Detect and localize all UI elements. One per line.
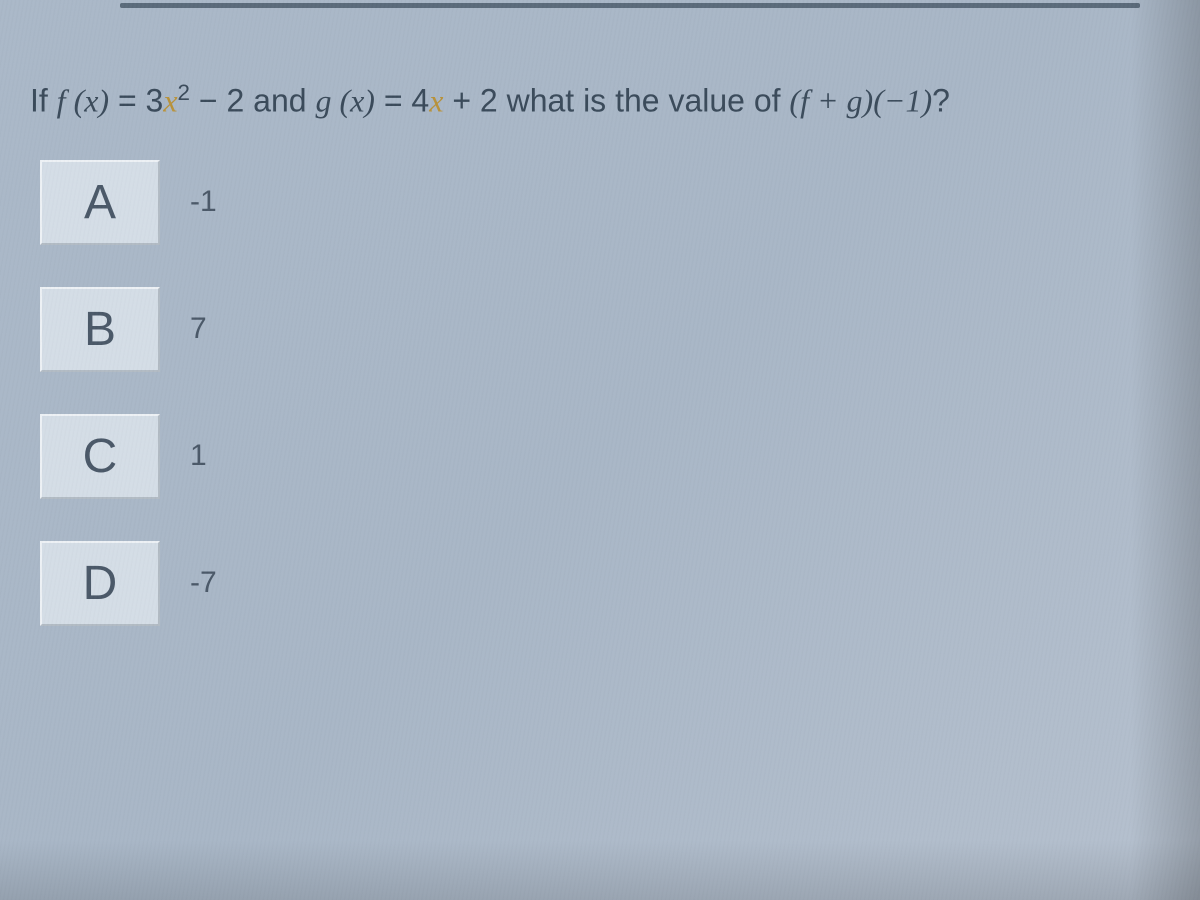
answer-row: D -7 bbox=[40, 541, 1180, 626]
answer-grid: A -1 B 7 C 1 D -7 bbox=[20, 160, 1180, 626]
answer-value: 1 bbox=[190, 439, 207, 473]
answer-letter: B bbox=[84, 302, 116, 357]
answer-option-b[interactable]: B bbox=[40, 287, 160, 372]
f-coef: 3 bbox=[146, 83, 164, 119]
f-of-x: f (x) bbox=[57, 83, 109, 119]
question-mark: ? bbox=[932, 83, 950, 119]
question-prefix: If bbox=[30, 83, 57, 119]
equals-2: = bbox=[375, 83, 411, 119]
and-text: and bbox=[244, 83, 315, 119]
combo-expr: (f + g)(−1) bbox=[789, 83, 932, 119]
answer-letter: C bbox=[83, 429, 118, 484]
g-var: x bbox=[429, 83, 443, 119]
f-var: x bbox=[163, 83, 177, 119]
answer-value: -1 bbox=[190, 185, 217, 219]
question-text: If f (x) = 3x2 − 2 and g (x) = 4x + 2 wh… bbox=[20, 80, 1180, 120]
answer-option-d[interactable]: D bbox=[40, 541, 160, 626]
g-of-x: g (x) bbox=[315, 83, 375, 119]
f-exp: 2 bbox=[178, 80, 190, 105]
answer-option-a[interactable]: A bbox=[40, 160, 160, 245]
answer-option-c[interactable]: C bbox=[40, 414, 160, 499]
g-coef: 4 bbox=[411, 83, 429, 119]
answer-letter: D bbox=[83, 556, 118, 611]
answer-value: -7 bbox=[190, 566, 217, 600]
answer-row: A -1 bbox=[40, 160, 1180, 245]
content-area: If f (x) = 3x2 − 2 and g (x) = 4x + 2 wh… bbox=[0, 0, 1200, 646]
f-rest: − 2 bbox=[190, 83, 244, 119]
answer-row: B 7 bbox=[40, 287, 1180, 372]
bottom-vignette bbox=[0, 840, 1200, 900]
answer-row: C 1 bbox=[40, 414, 1180, 499]
tail-text: what is the value of bbox=[498, 83, 790, 119]
answer-value: 7 bbox=[190, 312, 207, 346]
equals-1: = bbox=[109, 83, 145, 119]
g-rest: + 2 bbox=[443, 83, 497, 119]
answer-letter: A bbox=[84, 175, 116, 230]
progress-bar bbox=[120, 3, 1140, 8]
